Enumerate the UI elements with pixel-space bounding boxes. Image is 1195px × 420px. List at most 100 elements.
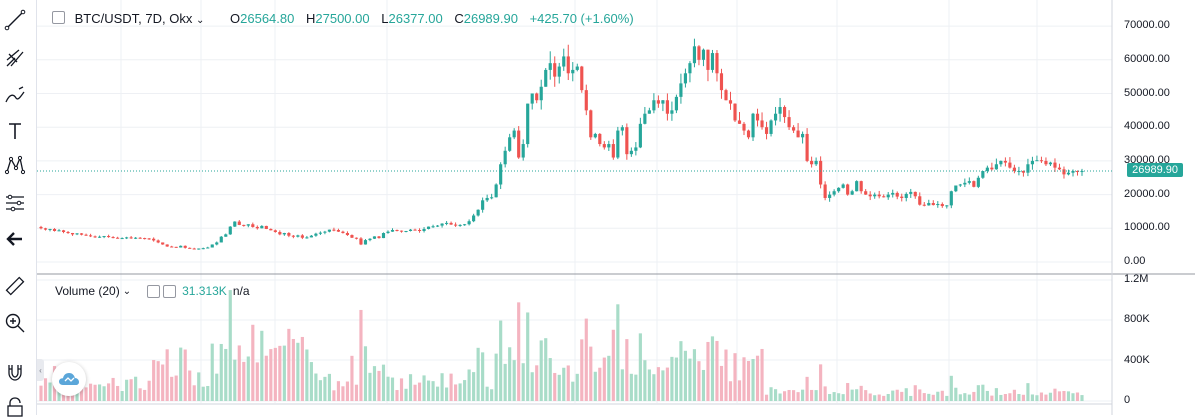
- text-icon[interactable]: [2, 118, 28, 144]
- volume-bar: [787, 389, 791, 401]
- volume-bar: [1044, 394, 1048, 401]
- symbol-label[interactable]: BTC/USDT, 7D, Okx: [74, 11, 193, 26]
- candle: [1075, 171, 1080, 173]
- volume-bar: [508, 347, 512, 401]
- candle: [855, 181, 859, 192]
- candle: [706, 49, 710, 70]
- volume-bar: [111, 377, 115, 401]
- candle: [719, 73, 724, 91]
- volume-bar: [183, 349, 187, 401]
- candle: [634, 147, 638, 151]
- volume-bar: [129, 379, 133, 401]
- back-arrow-icon[interactable]: [2, 226, 28, 252]
- volume-label[interactable]: Volume (20): [55, 284, 120, 298]
- volume-bar: [683, 350, 688, 401]
- candle: [143, 238, 147, 240]
- volume-bar: [697, 361, 701, 401]
- high-label: H: [306, 11, 316, 26]
- candle: [79, 233, 84, 235]
- ruler-icon[interactable]: [2, 273, 28, 299]
- volume-bar: [792, 390, 796, 401]
- volume-bar: [715, 340, 719, 401]
- volume-bar: [814, 390, 818, 401]
- volume-bar: [990, 395, 994, 401]
- candle: [945, 205, 949, 207]
- candle: [305, 237, 309, 239]
- candle: [665, 100, 669, 114]
- volume-bar: [116, 385, 120, 401]
- candle: [381, 233, 386, 239]
- candle: [1048, 162, 1053, 165]
- candle: [170, 246, 174, 248]
- volume-bar: [345, 381, 350, 401]
- candle: [98, 236, 102, 238]
- volume-bar: [688, 358, 692, 401]
- chart-area[interactable]: BTC/USDT, 7D, Okx ⌄ O26564.80 H27500.00 …: [37, 0, 1195, 415]
- close-icon[interactable]: [163, 284, 177, 298]
- cloud-icon[interactable]: [52, 362, 86, 396]
- candle: [895, 192, 899, 197]
- chart-canvas[interactable]: [37, 0, 1195, 415]
- chevron-down-icon[interactable]: ⌄: [122, 285, 132, 297]
- volume-bar: [467, 369, 471, 401]
- candle: [75, 233, 79, 235]
- candle: [764, 127, 769, 134]
- volume-bar: [517, 302, 521, 401]
- eye-icon[interactable]: [147, 284, 161, 298]
- candle: [994, 164, 998, 170]
- candle: [508, 137, 512, 151]
- magnet-icon[interactable]: [2, 359, 28, 385]
- measure-long-short-icon[interactable]: [2, 190, 28, 216]
- price-axis-label: 20000.00: [1124, 187, 1170, 200]
- candle: [810, 160, 814, 165]
- candle: [449, 222, 453, 225]
- volume-bar: [336, 381, 341, 401]
- zoom-in-icon[interactable]: [2, 310, 28, 336]
- candle: [503, 150, 507, 165]
- volume-bar: [246, 356, 250, 401]
- volume-bar: [706, 341, 710, 401]
- pattern-icon[interactable]: [2, 152, 28, 178]
- candle: [472, 215, 476, 222]
- brush-icon[interactable]: [2, 83, 28, 109]
- candle: [463, 224, 467, 226]
- volume-bar: [332, 390, 336, 401]
- candle: [913, 191, 917, 197]
- volume-bar: [598, 367, 602, 401]
- pitchfork-icon[interactable]: [2, 45, 28, 71]
- lock-drawing-icon[interactable]: [2, 394, 28, 420]
- volume-bar: [873, 395, 877, 401]
- candle: [877, 194, 881, 197]
- collapse-panel-tab[interactable]: ‹: [37, 359, 44, 381]
- volume-bar: [381, 364, 386, 401]
- candle: [526, 103, 530, 145]
- chevron-down-icon[interactable]: ⌄: [196, 15, 205, 26]
- candle: [327, 229, 331, 232]
- candle: [607, 144, 611, 148]
- volume-bar: [125, 379, 129, 401]
- candle: [210, 244, 214, 248]
- candle: [819, 160, 823, 185]
- candle: [206, 247, 210, 249]
- volume-bar: [233, 359, 237, 401]
- candle: [1057, 167, 1062, 170]
- candle: [336, 229, 341, 232]
- candle: [972, 181, 976, 187]
- volume-bar: [305, 349, 309, 401]
- volume-bar: [972, 391, 976, 401]
- volume-bar: [589, 346, 593, 401]
- volume-bar: [580, 339, 584, 401]
- trend-line-icon[interactable]: [2, 7, 28, 33]
- candle: [841, 184, 845, 188]
- candle: [219, 236, 223, 243]
- candle: [350, 235, 354, 238]
- candle: [1030, 160, 1035, 165]
- candle: [255, 226, 259, 229]
- candle: [165, 244, 169, 247]
- volume-bar: [841, 394, 845, 401]
- volume-bar: [490, 389, 494, 401]
- candle: [48, 228, 52, 230]
- candle: [354, 237, 359, 239]
- collapse-legend-icon[interactable]: [52, 11, 65, 24]
- candle: [156, 240, 160, 243]
